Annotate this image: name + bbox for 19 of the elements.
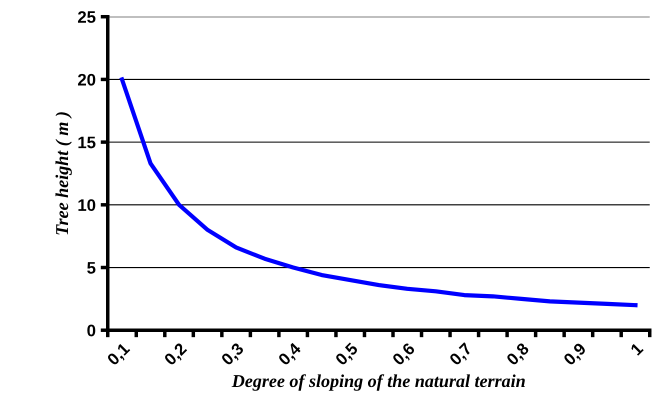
x-tick-label: 0,7 — [448, 342, 474, 368]
y-tick-label: 20 — [78, 74, 96, 86]
line-series — [120, 77, 638, 308]
y-tick-label: 0 — [87, 324, 96, 336]
x-tick-label: 0,2 — [163, 342, 189, 368]
x-tick-label: 0,4 — [278, 342, 304, 368]
y-tick-label: 5 — [87, 262, 96, 274]
x-tick-label: 0,5 — [334, 342, 360, 368]
y-axis-title: Tree height ( m ) — [55, 112, 72, 234]
x-tick-label: 0,9 — [562, 342, 588, 368]
y-tick-label: 10 — [78, 199, 96, 212]
x-tick-label: 0,6 — [392, 342, 418, 368]
x-tick-label: 0,3 — [220, 342, 246, 368]
x-tick-label: 0,8 — [506, 342, 532, 368]
x-tick-label: 0,1 — [106, 342, 132, 368]
y-tick-label: 25 — [78, 11, 96, 23]
y-tick-label: 15 — [78, 136, 96, 148]
x-axis-title: Degree of sloping of the natural terrain — [232, 374, 525, 391]
x-tick-label: 1 — [630, 342, 644, 356]
